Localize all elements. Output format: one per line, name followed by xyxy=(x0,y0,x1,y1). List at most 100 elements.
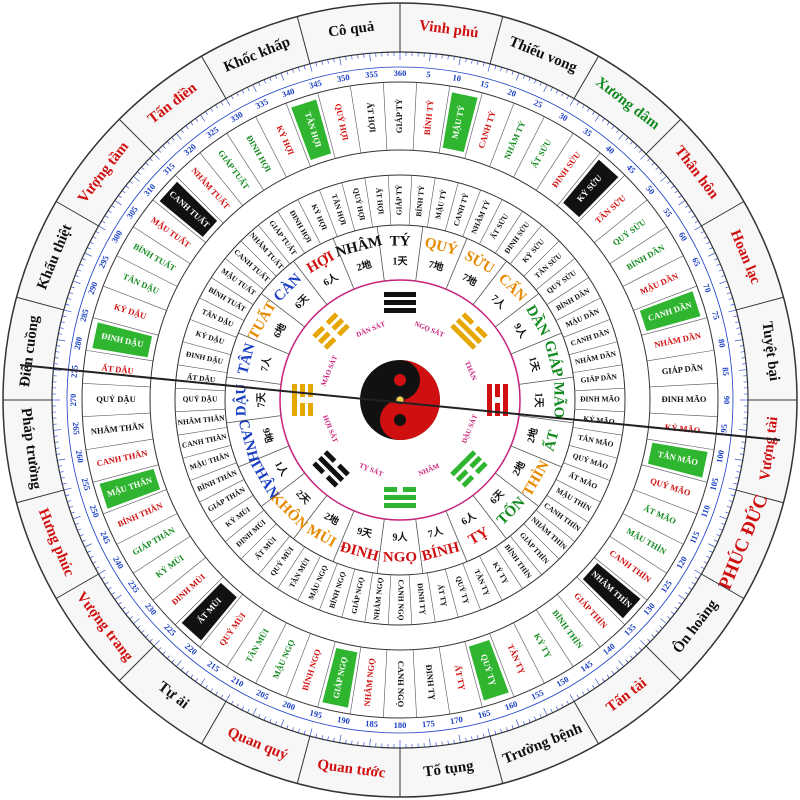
inner-jiazi-divider xyxy=(479,555,503,601)
inner-jiazi-divider xyxy=(572,364,623,373)
degree-tick xyxy=(121,606,126,610)
outer-ring-label: Tố tụng xyxy=(423,758,476,781)
degree-tick xyxy=(220,694,224,699)
inner-jiazi-divider xyxy=(224,509,265,542)
degree-tick xyxy=(506,727,508,732)
degree-label: 260 xyxy=(74,449,86,463)
inner-jiazi-divider xyxy=(563,462,611,481)
degree-tick xyxy=(685,205,689,208)
mountain-number: 9天 xyxy=(356,525,375,541)
degree-tick xyxy=(706,241,711,245)
jiazi-divider xyxy=(92,464,159,483)
outer-divider xyxy=(296,736,311,784)
outer-divider xyxy=(55,201,99,227)
jiazi-divider xyxy=(285,103,311,167)
mountain-name: MÃO xyxy=(551,382,569,419)
jiazi-divider xyxy=(622,255,684,287)
jiazi-divider xyxy=(438,646,451,715)
degree-tick xyxy=(225,694,231,702)
outer-divider xyxy=(55,573,99,599)
inner-jiazi-label: ẤT TỴ xyxy=(436,583,451,608)
degree-tick xyxy=(733,315,738,318)
degree-tick xyxy=(651,162,655,166)
degree-tick xyxy=(236,703,239,708)
mountain-divider xyxy=(260,472,306,507)
degree-tick xyxy=(286,725,289,730)
trigram-line xyxy=(450,323,477,350)
jiazi-divider xyxy=(513,116,545,178)
outer-divider xyxy=(296,16,311,64)
inner-jiazi-divider xyxy=(479,199,503,245)
degree-tick xyxy=(68,506,73,508)
degree-tick xyxy=(92,236,97,239)
outer-ring-label: Vinh phú xyxy=(418,18,479,42)
degree-tick xyxy=(95,566,100,569)
outer-divider xyxy=(489,16,504,64)
degree-tick xyxy=(153,640,160,647)
degree-tick xyxy=(647,638,651,642)
degree-tick xyxy=(87,247,91,250)
jiazi-divider xyxy=(317,641,336,708)
degree-tick xyxy=(176,133,182,140)
degree-tick xyxy=(638,149,642,153)
degree-tick xyxy=(171,137,175,141)
jiazi-divider xyxy=(255,116,287,178)
outer-divider xyxy=(201,55,227,99)
degree-tick xyxy=(297,728,300,733)
inner-jiazi-divider xyxy=(546,277,589,305)
degree-tick xyxy=(79,263,84,266)
degree-tick xyxy=(616,667,620,671)
inner-jiazi-divider xyxy=(555,297,601,321)
degree-tick xyxy=(670,185,675,189)
jiazi-divider xyxy=(152,557,206,601)
jiazi-divider xyxy=(226,609,265,667)
mountain-divider xyxy=(445,510,468,562)
degree-tick xyxy=(534,716,537,721)
degree-tick xyxy=(733,482,738,485)
degree-label: 355 xyxy=(365,69,379,80)
degree-tick xyxy=(72,280,81,284)
inner-jiazi-label: BÍNH TÝ xyxy=(413,184,426,217)
outer-divider xyxy=(645,118,682,155)
degree-tick xyxy=(205,685,208,689)
jiazi-divider xyxy=(82,412,151,417)
degree-tick xyxy=(660,618,667,624)
degree-tick xyxy=(447,55,449,60)
degree-tick xyxy=(351,740,353,745)
jiazi-divider xyxy=(622,513,684,545)
inner-jiazi-divider xyxy=(258,224,291,265)
degree-tick xyxy=(327,59,329,64)
jiazi-label: ĐINH TỴ xyxy=(424,664,438,701)
trigram-line xyxy=(323,450,350,477)
degree-tick xyxy=(369,53,371,62)
degree-tick xyxy=(59,327,64,329)
degree-tick xyxy=(659,625,663,629)
degree-tick xyxy=(629,655,634,659)
degree-label: 110 xyxy=(699,504,713,519)
degree-tick xyxy=(176,660,182,667)
degree-tick xyxy=(500,728,503,733)
degree-tick xyxy=(70,286,75,289)
degree-tick xyxy=(706,555,711,559)
degree-tick xyxy=(185,670,189,675)
degree-tick xyxy=(550,87,553,91)
degree-tick xyxy=(210,688,213,693)
degree-tick xyxy=(53,369,62,371)
inner-jiazi-divider xyxy=(495,211,523,254)
degree-tick xyxy=(703,236,708,239)
inner-jiazi-divider xyxy=(189,462,237,481)
trigram-line xyxy=(455,455,483,483)
degree-tick xyxy=(447,740,449,745)
degree-tick xyxy=(718,528,723,531)
jiazi-divider xyxy=(646,349,715,362)
degree-tick xyxy=(465,737,467,742)
degree-tick xyxy=(429,53,431,62)
degree-tick xyxy=(543,84,548,92)
degree-tick xyxy=(587,107,590,112)
degree-tick xyxy=(516,719,520,728)
jiazi-label: GIÁP TÝ xyxy=(394,99,404,134)
mountain-divider xyxy=(238,332,290,355)
inner-jiazi-divider xyxy=(182,341,232,355)
degree-tick xyxy=(231,700,234,705)
degree-tick xyxy=(734,458,743,461)
